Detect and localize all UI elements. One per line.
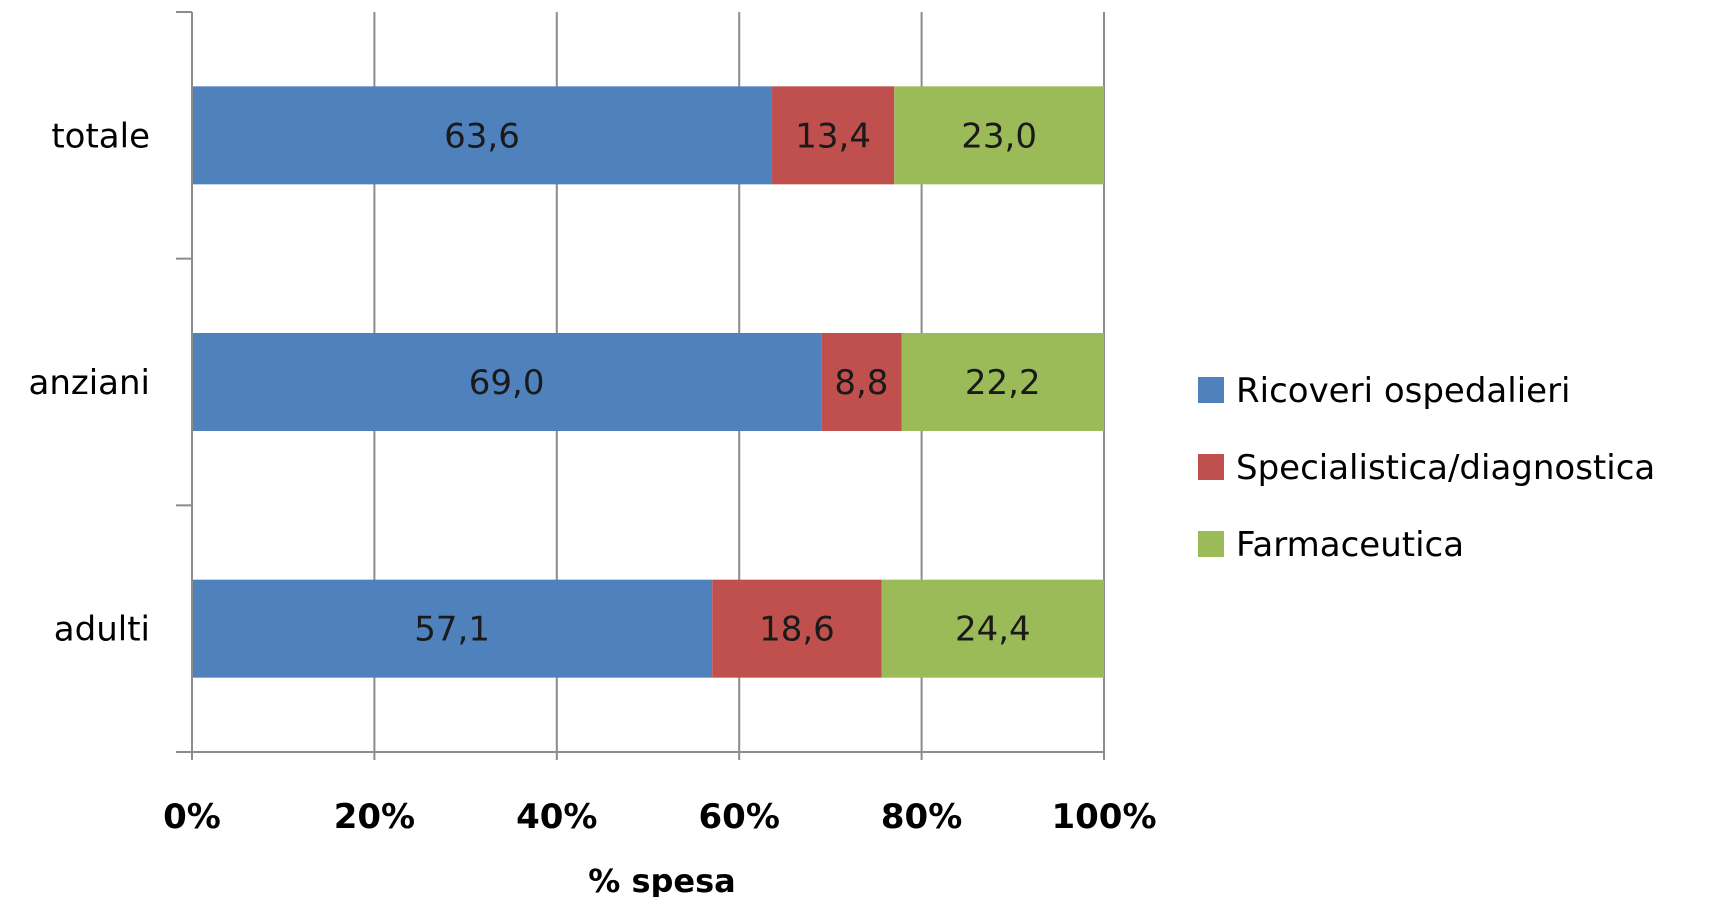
x-tick-label: 100% [1051, 797, 1156, 837]
data-label: 13,4 [795, 116, 871, 156]
legend-swatch [1198, 454, 1224, 480]
data-label: 8,8 [834, 363, 888, 403]
x-axis-title: % spesa [588, 862, 736, 897]
bar-anziani-series-2 [901, 333, 1104, 431]
y-axis-labels: totale anziani adulti [28, 116, 150, 649]
data-label: 24,4 [955, 610, 1031, 650]
bar-totale-series-0 [192, 86, 773, 185]
x-tick-label: 40% [516, 797, 597, 837]
y-tick-label-totale: totale [51, 116, 150, 156]
y-tick-label-adulti: adulti [54, 610, 150, 650]
bar-totale-series-1 [772, 86, 895, 185]
data-label: 69,0 [469, 363, 545, 403]
bar-totale-series-2 [894, 86, 1104, 185]
x-axis-labels: 0% 20% 40% 60% 80% 100% [163, 797, 1156, 837]
data-label: 63,6 [444, 116, 520, 156]
bar-anziani-series-0 [192, 333, 822, 431]
legend-swatch [1198, 531, 1224, 557]
data-label: 57,1 [414, 610, 490, 650]
legend: Ricoveri ospedalieri Specialistica/diagno… [1198, 371, 1655, 565]
x-tick-label: 20% [334, 797, 415, 837]
bar-adulti-series-2 [881, 579, 1104, 678]
bar-adulti-series-0 [192, 579, 713, 678]
data-label: 22,2 [965, 363, 1041, 403]
x-tick-label: 0% [163, 797, 221, 837]
x-tick-label: 60% [699, 797, 780, 837]
bar-anziani-series-1 [821, 333, 902, 431]
data-label: 18,6 [759, 610, 835, 650]
axes [176, 11, 1105, 760]
legend-label: Ricoveri ospedalieri [1236, 371, 1571, 411]
bars: 63,6 13,4 23,0 69,0 8,8 22,2 57,1 18,6 24,4 [192, 86, 1104, 678]
y-tick-label-anziani: anziani [28, 363, 150, 403]
legend-swatch [1198, 377, 1224, 403]
x-tick-label: 80% [881, 797, 962, 837]
data-label: 23,0 [961, 116, 1037, 156]
legend-label: Farmaceutica [1236, 525, 1464, 565]
bar-adulti-series-1 [712, 579, 882, 678]
legend-label: Specialistica/diagnostica [1236, 448, 1655, 488]
